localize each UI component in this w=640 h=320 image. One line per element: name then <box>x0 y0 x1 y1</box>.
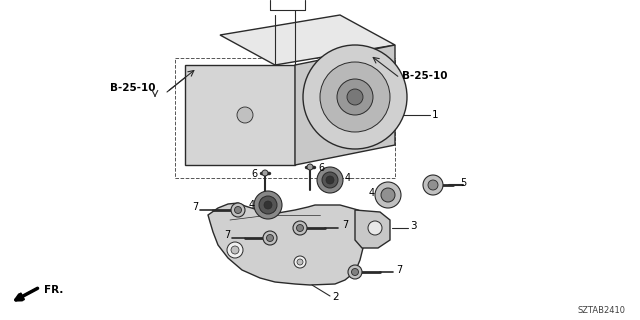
Circle shape <box>337 79 373 115</box>
Circle shape <box>234 206 241 213</box>
Circle shape <box>368 221 382 235</box>
Polygon shape <box>355 210 390 248</box>
Text: 7: 7 <box>342 220 348 230</box>
Circle shape <box>296 225 303 231</box>
Circle shape <box>294 256 306 268</box>
Circle shape <box>317 167 343 193</box>
Text: 6: 6 <box>252 169 258 179</box>
Circle shape <box>322 172 338 188</box>
Circle shape <box>348 265 362 279</box>
Circle shape <box>237 107 253 123</box>
Circle shape <box>428 180 438 190</box>
Circle shape <box>231 203 245 217</box>
Circle shape <box>297 259 303 265</box>
Circle shape <box>381 188 395 202</box>
Polygon shape <box>220 15 395 65</box>
Text: FR.: FR. <box>44 285 63 295</box>
Text: SZTAB2410: SZTAB2410 <box>577 306 625 315</box>
Circle shape <box>231 246 239 254</box>
Text: 7: 7 <box>224 230 230 240</box>
Text: B-25-10: B-25-10 <box>402 71 447 81</box>
Circle shape <box>320 62 390 132</box>
Circle shape <box>307 164 313 170</box>
Circle shape <box>326 176 334 184</box>
Circle shape <box>423 175 443 195</box>
Circle shape <box>227 242 243 258</box>
Circle shape <box>259 196 277 214</box>
Circle shape <box>303 45 407 149</box>
Text: 3: 3 <box>410 221 417 231</box>
Circle shape <box>263 231 277 245</box>
Polygon shape <box>295 45 395 165</box>
Circle shape <box>351 268 358 276</box>
Text: 6: 6 <box>318 163 324 173</box>
Polygon shape <box>185 65 295 165</box>
Circle shape <box>266 235 273 242</box>
Polygon shape <box>208 203 378 285</box>
Text: 4: 4 <box>249 200 255 210</box>
Text: 5: 5 <box>460 178 467 188</box>
Circle shape <box>347 89 363 105</box>
Circle shape <box>375 182 401 208</box>
Circle shape <box>264 201 272 209</box>
Text: 7: 7 <box>192 202 198 212</box>
Circle shape <box>254 191 282 219</box>
Text: 4: 4 <box>369 188 375 198</box>
Text: 1: 1 <box>432 110 438 120</box>
Circle shape <box>262 170 268 176</box>
Text: 7: 7 <box>396 265 403 275</box>
Text: B-25-10: B-25-10 <box>110 83 156 93</box>
Text: 2: 2 <box>332 292 339 302</box>
Text: 4: 4 <box>345 173 351 183</box>
Circle shape <box>293 221 307 235</box>
